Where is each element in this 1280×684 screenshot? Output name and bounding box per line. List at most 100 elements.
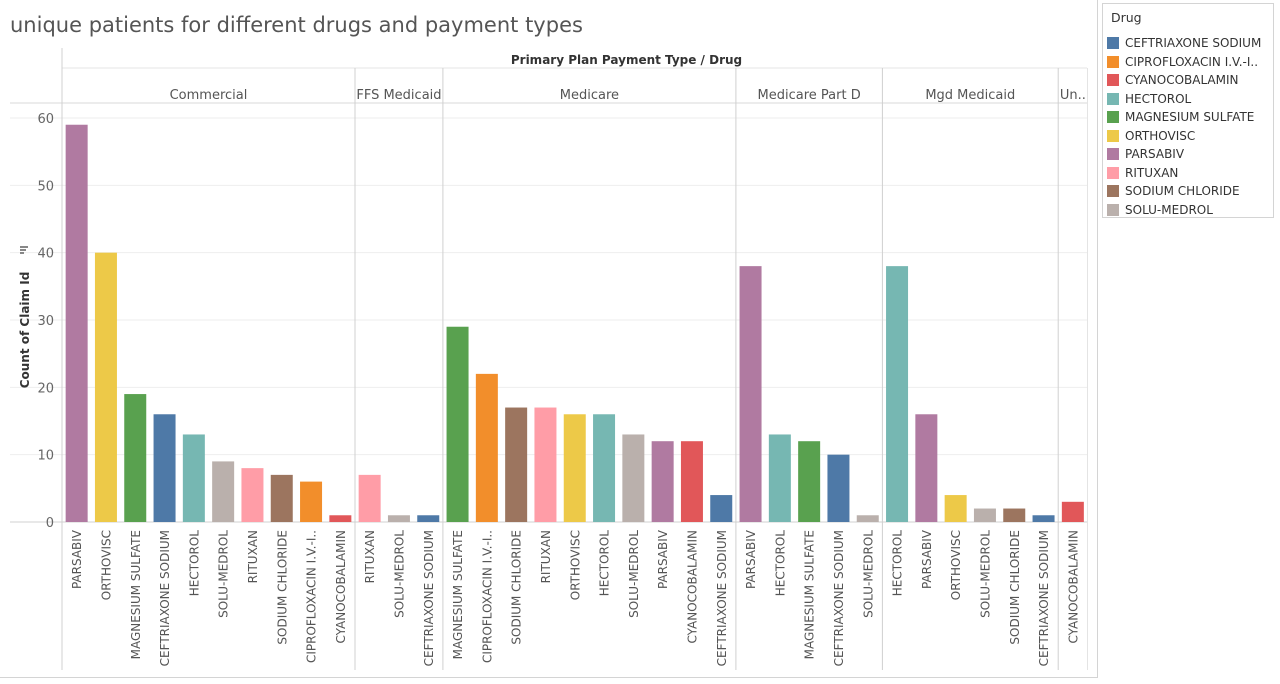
x-tick-label: SODIUM CHLORIDE	[510, 530, 524, 645]
viz-panel: unique patients for different drugs and …	[0, 0, 1098, 678]
group-label: Medicare	[560, 88, 619, 103]
bar[interactable]	[798, 441, 821, 522]
x-tick-label: SOLU-MEDROL	[392, 530, 406, 618]
legend-item[interactable]: CIPROFLOXACIN I.V.-I..	[1107, 53, 1258, 71]
bar[interactable]	[270, 474, 293, 522]
bar[interactable]	[739, 266, 762, 522]
legend-swatch	[1107, 55, 1119, 68]
group-label: Medicare Part D	[758, 88, 861, 103]
y-tick-label: 30	[37, 314, 54, 329]
x-tick-label: RITUXAN	[363, 530, 377, 583]
y-tick-label: 20	[37, 381, 54, 396]
x-tick-label: CEFTRIAXONE SODIUM	[422, 530, 436, 666]
legend-swatch	[1107, 166, 1119, 179]
bar[interactable]	[387, 515, 410, 522]
x-tick-label: PARSABIV	[656, 529, 670, 589]
bar[interactable]	[886, 266, 909, 522]
legend-item[interactable]: HECTOROL	[1107, 90, 1191, 108]
y-tick-label: 0	[46, 516, 54, 531]
x-tick-label: PARSABIV	[70, 529, 84, 589]
x-tick-label: MAGNESIUM SULFATE	[803, 530, 817, 659]
sort-icon[interactable]	[20, 246, 28, 254]
bar[interactable]	[680, 441, 703, 522]
bar-chart: 0 10 20 30 40 50 60 Count of Claim Id Primary Pl…	[10, 48, 1088, 670]
legend-label: PARSABIV	[1125, 147, 1185, 161]
legend-swatch	[1107, 92, 1119, 105]
bar[interactable]	[651, 441, 674, 522]
bar[interactable]	[65, 124, 88, 522]
bar[interactable]	[1003, 508, 1026, 522]
bar[interactable]	[446, 326, 469, 522]
bar[interactable]	[329, 515, 352, 522]
bar[interactable]	[534, 407, 557, 522]
x-tick-label: CYANOCOBALAMIN	[334, 530, 348, 644]
legend-label: SOLU-MEDROL	[1125, 202, 1213, 217]
bar[interactable]	[94, 252, 117, 522]
x-tick-label: SOLU-MEDROL	[861, 530, 875, 618]
x-tick-label: SODIUM CHLORIDE	[275, 530, 289, 645]
x-tick-label: CEFTRIAXONE SODIUM	[715, 530, 729, 666]
bar[interactable]	[182, 434, 205, 522]
x-tick-label: SODIUM CHLORIDE	[1008, 530, 1022, 645]
legend-item[interactable]: ORTHOVISC	[1107, 127, 1195, 145]
y-tick-label: 60	[37, 112, 54, 127]
x-tick-label: HECTOROL	[773, 530, 787, 597]
bar[interactable]	[593, 414, 616, 522]
bar[interactable]	[358, 474, 381, 522]
bar[interactable]	[1032, 515, 1055, 522]
x-tick-label: ORTHOVISC	[949, 530, 963, 600]
group-label: Commercial	[170, 88, 248, 103]
legend-swatch	[1107, 129, 1119, 142]
x-tick-label: SOLU-MEDROL	[627, 530, 641, 618]
legend-swatch	[1107, 185, 1119, 197]
legend-label: CYANOCOBALAMIN	[1125, 73, 1239, 87]
bar[interactable]	[300, 481, 323, 522]
y-axis-label: Count of Claim Id	[18, 272, 32, 389]
bar[interactable]	[153, 414, 176, 522]
x-tick-label: CEFTRIAXONE SODIUM	[832, 530, 846, 666]
legend-item[interactable]: SOLU-MEDROL	[1107, 201, 1213, 219]
x-tick-label: ORTHOVISC	[568, 530, 582, 600]
x-tick-label: HECTOROL	[598, 530, 612, 597]
x-tick-label: HECTOROL	[187, 530, 201, 597]
bar[interactable]	[827, 454, 850, 522]
bar[interactable]	[505, 407, 528, 522]
group-label: FFS Medicaid	[356, 88, 441, 103]
bar[interactable]	[212, 461, 235, 522]
x-tick-label: CYANOCOBALAMIN	[685, 530, 699, 644]
bar[interactable]	[973, 508, 996, 522]
bar[interactable]	[856, 515, 879, 522]
x-tick-label: MAGNESIUM SULFATE	[129, 530, 143, 659]
x-tick-label: CIPROFLOXACIN I.V.-I..	[305, 530, 319, 663]
legend-label: ORTHOVISC	[1125, 128, 1196, 143]
legend-item[interactable]: SODIUM CHLORIDE	[1107, 182, 1240, 200]
bar[interactable]	[768, 434, 791, 522]
bar[interactable]	[1061, 501, 1084, 522]
legend-item[interactable]: RITUXAN	[1107, 164, 1178, 182]
legend-item[interactable]: PARSABIV	[1107, 145, 1184, 163]
bar[interactable]	[241, 468, 264, 522]
x-tick-label: HECTOROL	[891, 530, 905, 597]
legend-swatch	[1107, 74, 1119, 86]
x-tick-label: CEFTRIAXONE SODIUM	[1037, 530, 1051, 666]
legend-item[interactable]: MAGNESIUM SULFATE	[1107, 108, 1254, 126]
bar[interactable]	[915, 414, 938, 522]
bar[interactable]	[417, 515, 440, 522]
legend-label: MAGNESIUM SULFATE	[1125, 110, 1255, 124]
bar[interactable]	[944, 495, 967, 522]
bar[interactable]	[124, 394, 147, 522]
bar[interactable]	[475, 373, 498, 522]
legend-swatch	[1107, 148, 1119, 160]
legend-item[interactable]: CEFTRIAXONE SODIUM	[1107, 34, 1261, 52]
x-tick-label: MAGNESIUM SULFATE	[451, 530, 465, 659]
x-tick-label: SOLU-MEDROL	[978, 530, 992, 618]
x-tick-label: SOLU-MEDROL	[217, 530, 231, 618]
bar[interactable]	[710, 495, 733, 522]
legend-label: SODIUM CHLORIDE	[1125, 184, 1240, 198]
bar[interactable]	[622, 434, 645, 522]
legend-item[interactable]: CYANOCOBALAMIN	[1107, 71, 1239, 89]
y-tick-label: 10	[37, 449, 54, 464]
legend-swatch	[1107, 111, 1119, 123]
x-tick-label: RITUXAN	[539, 530, 553, 583]
bar[interactable]	[563, 414, 586, 522]
